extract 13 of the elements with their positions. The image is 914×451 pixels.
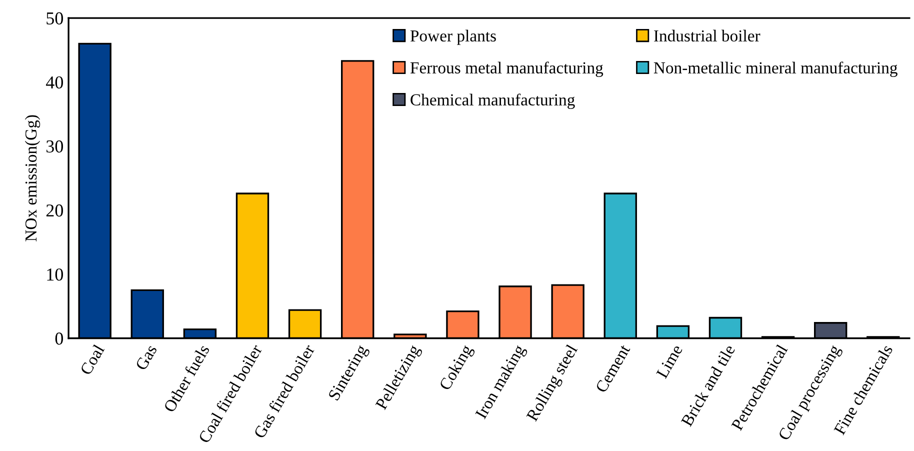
y-tick-label: 10 xyxy=(47,268,63,281)
y-tick-label: 30 xyxy=(46,140,63,153)
y-tick-label: 40 xyxy=(46,76,63,89)
legend-label: Chemical manufacturing xyxy=(410,94,575,109)
y-axis-title: NOx emission(Gg) xyxy=(24,115,40,242)
legend-label: Industrial boiler xyxy=(654,30,760,42)
x-tick-label: Gas xyxy=(135,344,158,371)
y-tick-label: 20 xyxy=(46,204,63,217)
legend-label: Power plants xyxy=(410,30,496,45)
legend-label: Ferrous metal manufacturing xyxy=(410,62,604,77)
y-tick-label: 0 xyxy=(55,332,63,345)
y-tick-label: 50 xyxy=(46,12,63,24)
legend-label: Non-metallic mineral manufacturing xyxy=(654,62,898,77)
